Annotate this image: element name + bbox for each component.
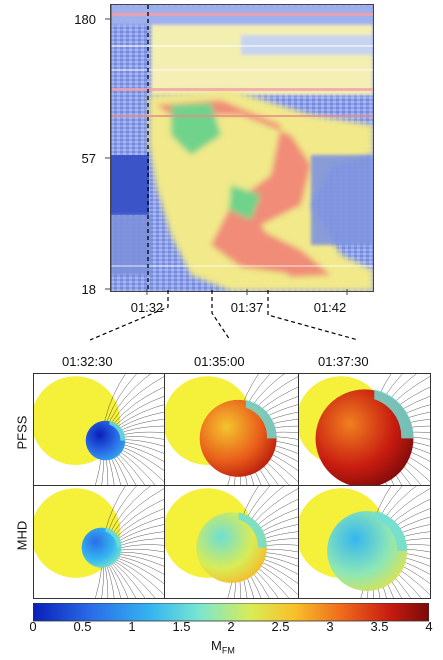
colorbar-label: MFM — [211, 638, 235, 656]
shock-sphere — [199, 399, 277, 477]
shock-sphere-edge — [375, 510, 408, 551]
shock-sphere-edge — [245, 399, 277, 439]
shock-sphere-edge — [105, 527, 122, 548]
panel-render — [165, 486, 298, 598]
model-panel — [298, 485, 431, 599]
shock-sphere-edge — [238, 512, 267, 548]
panel-render — [34, 374, 164, 485]
time-connectors — [89, 290, 359, 341]
panel-time-label: 01:35:00 — [194, 354, 245, 369]
spectrum-panel — [110, 4, 374, 292]
y-tick-label: 18 — [81, 282, 96, 297]
panel-time-label: 01:32:30 — [62, 354, 113, 369]
y-tick-label: 57 — [81, 151, 96, 166]
model-panel — [164, 485, 299, 599]
shock-sphere — [81, 527, 122, 568]
colorbar-label-main: M — [211, 638, 222, 653]
model-panel — [33, 485, 165, 599]
shock-sphere — [327, 510, 408, 591]
colorbar-tick-label: 1 — [128, 619, 136, 634]
shock-sphere-edge — [109, 420, 126, 441]
x-tick-label: 01:32 — [130, 300, 164, 315]
colorbar-label-sub: FM — [221, 645, 235, 656]
x-tick-label: 01:37 — [230, 300, 264, 315]
spectrum-image — [111, 5, 373, 291]
panel-render — [299, 374, 430, 485]
model-panel — [298, 373, 431, 486]
model-panel — [164, 373, 299, 486]
panel-render — [165, 374, 298, 485]
shock-sphere — [196, 512, 267, 583]
shock-sphere-edge — [374, 389, 414, 439]
colorbar-tick-label: 4 — [425, 619, 433, 634]
colorbar-tick-label: 0.5 — [73, 619, 92, 634]
shock-sphere — [85, 420, 126, 461]
panel-time-label: 01:37:30 — [318, 354, 369, 369]
model-panel — [33, 373, 165, 486]
colorbar — [33, 603, 429, 622]
colorbar-tick-label: 3 — [326, 619, 334, 634]
y-tick-label: 180 — [74, 12, 96, 27]
spectrum-x-axis — [146, 289, 348, 295]
row-label-mhd: MHD — [14, 520, 30, 551]
colorbar-tick-label: 3.5 — [370, 619, 389, 634]
colorbar-tick-label: 0 — [29, 619, 37, 634]
x-tick-label: 01:42 — [313, 300, 347, 315]
colorbar-tick-label: 2 — [227, 619, 235, 634]
colorbar-tick-label: 2.5 — [271, 619, 290, 634]
panel-render — [299, 486, 430, 598]
panel-render — [34, 486, 164, 598]
colorbar-tick-label: 1.5 — [172, 619, 191, 634]
row-label-pfss: PFSS — [14, 415, 30, 450]
shock-sphere — [315, 389, 414, 485]
spectrum-y-axis — [105, 4, 112, 291]
